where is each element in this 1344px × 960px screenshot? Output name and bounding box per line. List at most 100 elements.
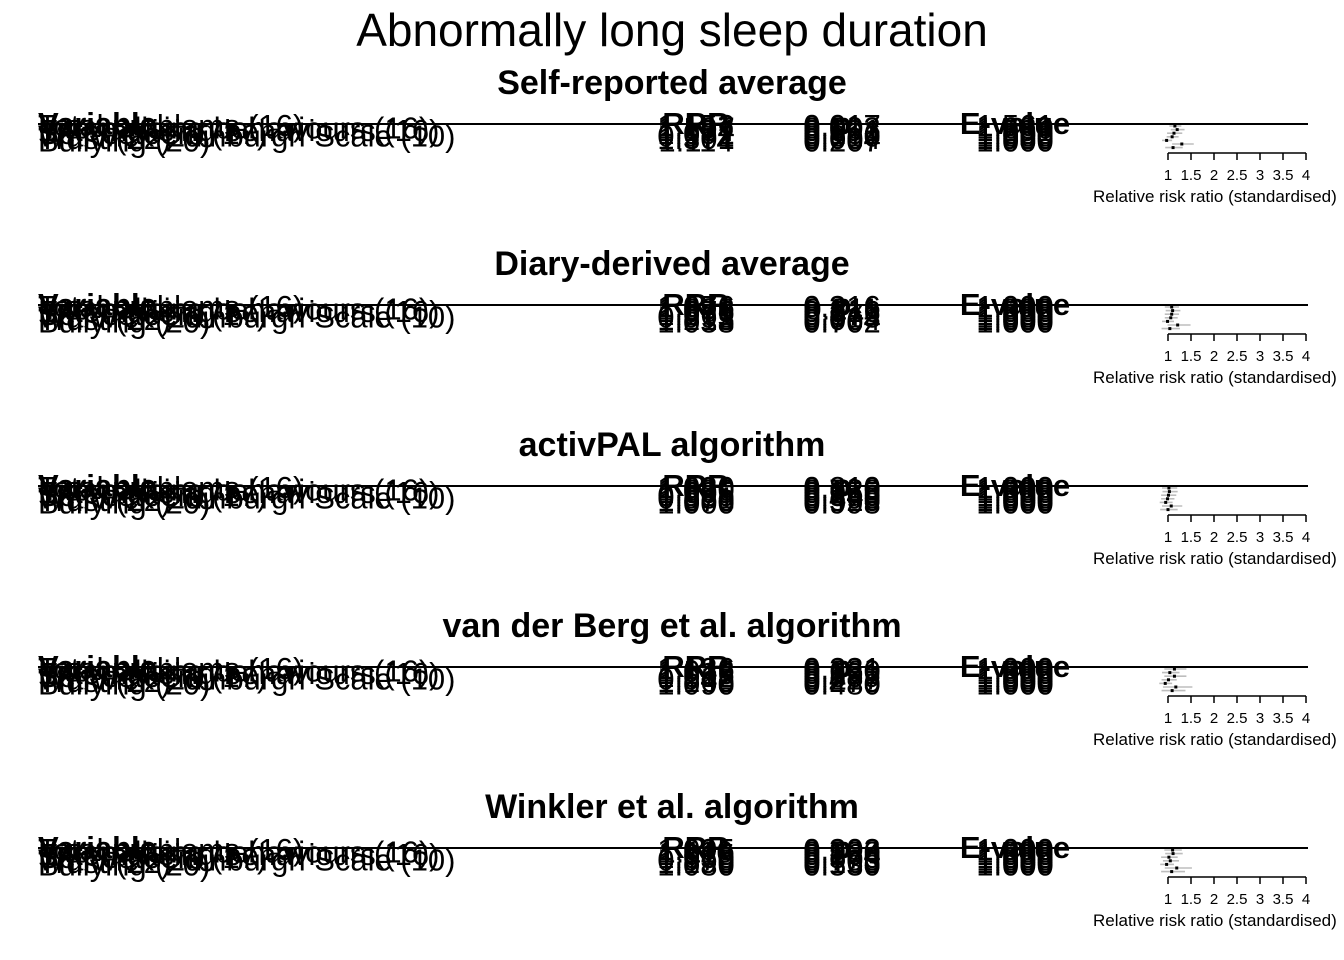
row-variable: Trust (22) (38, 845, 171, 880)
row-p: 0.231 (803, 651, 881, 686)
x-tick-label: 2 (1210, 167, 1218, 184)
row-variable: Externalising behaviours (16) (38, 113, 440, 148)
point-estimate (1167, 490, 1171, 494)
row-variable: Self-esteem (17) (38, 478, 267, 513)
row-variable: Trust (22) (38, 121, 171, 156)
x-tick-label: 2 (1210, 529, 1218, 546)
row-variable: Internalising behaviours (16) (38, 292, 429, 327)
row-rrr: 1.136 (657, 656, 735, 691)
row-variable: Internalising behaviours (16) (38, 835, 429, 870)
x-tick-label: 2 (1210, 710, 1218, 727)
point-estimate (1168, 671, 1172, 675)
x-tick-label: 3 (1256, 891, 1264, 908)
row-rrr: 1.015 (657, 837, 735, 872)
row-variable: Total problems (16) (38, 289, 303, 324)
row-variable: Total problems (16) (38, 108, 303, 143)
row-evalue: 1.000 (976, 832, 1054, 867)
row-variable: Trust (22) (38, 302, 171, 337)
row-variable: Externalising behaviours (16) (38, 294, 440, 329)
row-variable: Externalising behaviours (16) (38, 837, 440, 872)
point-estimate (1173, 124, 1177, 128)
x-tick-label: 4 (1302, 167, 1310, 184)
row-rrr: 1.110 (658, 835, 733, 870)
row-p: 0.720 (803, 473, 881, 508)
x-tick-label: 4 (1302, 348, 1310, 365)
x-tick-label: 2.5 (1227, 710, 1248, 727)
point-estimate (1164, 500, 1168, 504)
row-variable: Warwick-Edinburgh Scale (10) (38, 661, 456, 696)
x-tick-label: 3.5 (1273, 710, 1294, 727)
point-estimate (1166, 678, 1170, 682)
row-variable: Bullying (20) (38, 667, 210, 702)
row-variable: Warwick-Edinburgh Scale (10) (38, 118, 456, 153)
row-p: 0.864 (803, 837, 881, 872)
point-estimate (1167, 855, 1171, 859)
point-estimate (1171, 852, 1175, 856)
point-estimate (1167, 486, 1171, 490)
row-variable: Trust (22) (38, 664, 171, 699)
row-evalue: 1.000 (976, 842, 1054, 877)
row-evalue: 1.000 (976, 837, 1054, 872)
x-axis-label: Relative risk ratio (standardised) (1093, 730, 1337, 749)
row-rrr: 1.020 (657, 470, 735, 505)
row-variable: Externalising behaviours (16) (38, 475, 440, 510)
x-tick-label: 2.5 (1227, 167, 1248, 184)
x-tick-label: 4 (1302, 529, 1310, 546)
x-tick-label: 1.5 (1181, 167, 1202, 184)
point-estimate (1166, 319, 1170, 323)
row-rrr: 1.005 (657, 475, 735, 510)
x-tick-label: 2 (1210, 348, 1218, 365)
x-tick-label: 4 (1302, 710, 1310, 727)
row-p: 0.610 (803, 118, 881, 153)
row-p: 0.211 (804, 292, 879, 327)
x-tick-label: 2.5 (1227, 891, 1248, 908)
x-tick-label: 1 (1164, 710, 1172, 727)
row-variable: Total problems (16) (38, 651, 303, 686)
row-evalue: 1.000 (976, 473, 1054, 508)
row-evalue: 1.000 (976, 305, 1054, 340)
x-tick-label: 2 (1210, 891, 1218, 908)
point-estimate (1168, 859, 1172, 863)
row-evalue: 1.000 (976, 667, 1054, 702)
row-variable: Self-esteem (17) (38, 659, 267, 694)
x-axis-label: Relative risk ratio (standardised) (1093, 549, 1337, 568)
point-estimate (1168, 327, 1172, 331)
row-p: 0.230 (803, 835, 881, 870)
x-tick-label: 3.5 (1273, 529, 1294, 546)
x-axis-label: Relative risk ratio (standardised) (1093, 368, 1337, 387)
point-estimate (1175, 128, 1179, 132)
point-estimate (1163, 681, 1167, 685)
row-p: 0.570 (803, 840, 881, 875)
x-tick-label: 3 (1256, 529, 1264, 546)
row-evalue: 1.680 (976, 111, 1054, 146)
row-p: 0.889 (803, 659, 881, 694)
point-estimate (1175, 866, 1179, 870)
point-estimate (1169, 504, 1173, 508)
row-rrr: 1.136 (657, 651, 735, 686)
row-p: 0.840 (803, 478, 881, 513)
row-evalue: 1.000 (976, 486, 1054, 521)
row-evalue: 1.000 (976, 835, 1054, 870)
point-estimate (1172, 131, 1176, 135)
row-evalue: 1.000 (976, 302, 1054, 337)
x-tick-label: 1.5 (1181, 710, 1202, 727)
row-p: 0.810 (803, 470, 881, 505)
row-p: 0.136 (803, 116, 881, 151)
row-variable: Externalising behaviours (16) (38, 656, 440, 691)
x-tick-label: 2.5 (1227, 529, 1248, 546)
point-estimate (1171, 848, 1175, 852)
point-estimate (1172, 667, 1176, 671)
row-rrr: 1.190 (657, 845, 735, 880)
x-tick-label: 1 (1164, 529, 1172, 546)
row-rrr: 1.080 (657, 848, 735, 883)
row-variable: Internalising behaviours (16) (38, 654, 429, 689)
row-evalue: 1.561 (976, 108, 1054, 143)
row-p: 0.316 (803, 289, 881, 324)
panel-title: Diary-derived average (494, 245, 849, 283)
row-evalue: 1.000 (976, 840, 1054, 875)
row-rrr: 1.213 (657, 302, 735, 337)
row-evalue: 1.291 (976, 113, 1054, 148)
